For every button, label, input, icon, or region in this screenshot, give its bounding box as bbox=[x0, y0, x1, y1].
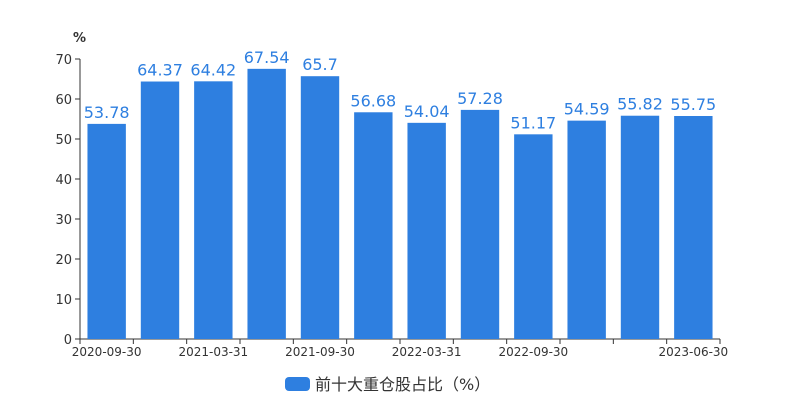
legend-swatch[interactable] bbox=[285, 377, 310, 391]
bar-value-label: 55.75 bbox=[670, 95, 716, 114]
bar-value-label: 64.37 bbox=[137, 61, 183, 80]
y-tick-label: 10 bbox=[55, 293, 72, 308]
bar-value-label: 53.78 bbox=[84, 103, 130, 122]
bar[interactable] bbox=[247, 68, 286, 339]
bar[interactable] bbox=[514, 134, 553, 339]
bar-value-label: 54.59 bbox=[564, 100, 610, 119]
x-tick-label: 2020-09-30 bbox=[72, 345, 142, 359]
bar[interactable] bbox=[194, 81, 233, 339]
bar[interactable] bbox=[354, 112, 393, 339]
bar[interactable] bbox=[300, 76, 340, 339]
y-tick-label: 20 bbox=[55, 253, 72, 268]
bar-value-label: 54.04 bbox=[404, 102, 450, 121]
bar[interactable] bbox=[460, 109, 500, 339]
bar[interactable] bbox=[407, 122, 446, 339]
bar[interactable] bbox=[87, 123, 126, 339]
bar-value-label: 56.68 bbox=[350, 91, 396, 110]
bar-value-label: 51.17 bbox=[510, 113, 556, 132]
bar[interactable] bbox=[140, 81, 180, 340]
x-axis: 2020-09-30 2021-03-31 2021-09-30 2022-03-31… bbox=[72, 338, 728, 359]
bar-value-label: 64.42 bbox=[190, 60, 236, 79]
bar[interactable] bbox=[674, 116, 713, 339]
y-axis-unit-label: % bbox=[73, 31, 86, 46]
x-tick-label: 2021-09-30 bbox=[285, 345, 355, 359]
y-tick-label: 40 bbox=[55, 173, 72, 188]
legend-label[interactable]: 前十大重仓股占比（%） bbox=[315, 375, 490, 394]
x-tick-label: 2023-06-30 bbox=[658, 345, 728, 359]
bar-series: 53.78 64.37 64.42 67.54 65.7 56.68 54.04 57.28 5… bbox=[84, 48, 716, 340]
bar-value-label: 67.54 bbox=[244, 48, 290, 67]
bar[interactable] bbox=[567, 120, 606, 339]
y-tick-label: 50 bbox=[55, 133, 72, 148]
x-tick-label: 2022-09-30 bbox=[498, 345, 568, 359]
bar-value-label: 57.28 bbox=[457, 89, 503, 108]
bar-value-label: 65.7 bbox=[302, 55, 338, 74]
x-tick-label: 2021-03-31 bbox=[178, 345, 248, 359]
y-axis: 0 10 20 30 40 50 60 70 bbox=[55, 53, 81, 348]
y-tick-label: 60 bbox=[55, 93, 72, 108]
x-tick-label: 2022-03-31 bbox=[392, 345, 462, 359]
bar[interactable] bbox=[620, 115, 660, 339]
y-tick-label: 0 bbox=[64, 333, 72, 348]
legend[interactable]: 前十大重仓股占比（%） bbox=[285, 375, 490, 394]
y-tick-label: 70 bbox=[55, 53, 72, 68]
bar-value-label: 55.82 bbox=[617, 95, 663, 114]
y-tick-label: 30 bbox=[55, 213, 72, 228]
